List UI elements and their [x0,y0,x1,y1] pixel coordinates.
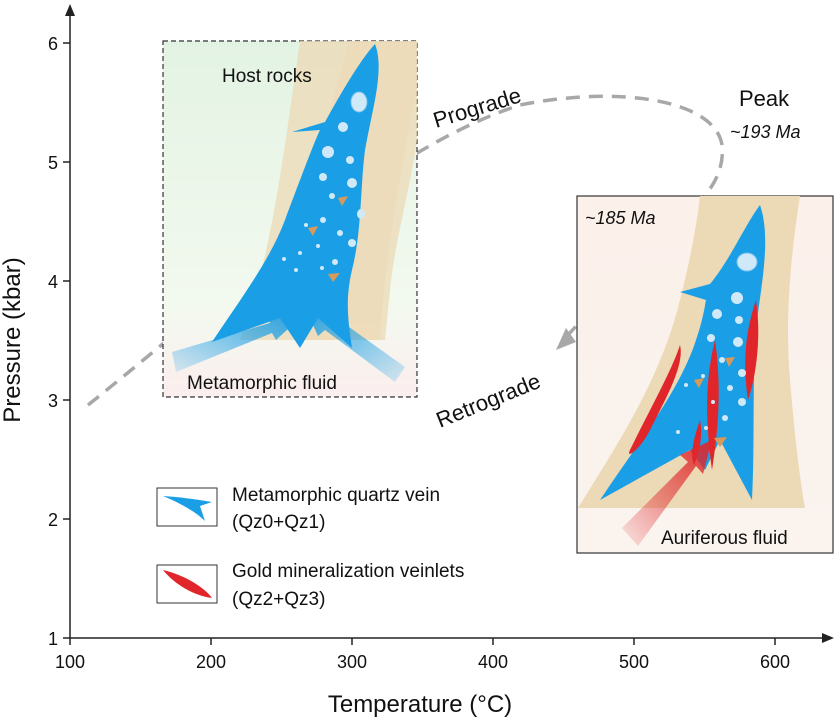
y-tick-label: 1 [48,629,58,649]
legend-label: Metamorphic quartz vein [232,485,440,506]
x-ticks: 100 200 300 400 500 600 [55,638,790,672]
y-tick-label: 2 [48,510,58,530]
x-axis [70,633,834,643]
x-tick-label: 400 [478,652,508,672]
peak-label: Peak [739,86,790,111]
auriferous-fluid-label: Auriferous fluid [661,528,788,549]
y-tick-label: 5 [48,153,58,173]
y-axis [65,4,75,638]
host-rocks-label: Host rocks [222,66,312,87]
legend: Metamorphic quartz vein (Qz0+Qz1) Gold m… [156,485,464,610]
legend-item-gold-veinlets: Gold mineralization veinlets (Qz2+Qz3) [156,561,464,610]
y-tick-label: 6 [48,34,58,54]
auriferous-panel [576,195,834,554]
peak-age-label: ~193 Ma [730,122,801,142]
legend-label: (Qz2+Qz3) [232,589,325,610]
x-tick-label: 200 [196,652,226,672]
metamorphic-fluid-arrow-right [304,305,405,382]
retrograde-arrowhead [556,328,576,350]
legend-label: Gold mineralization veinlets [232,561,464,582]
quartz-vein-left [212,44,379,348]
gold-veinlet-symbol [163,570,212,598]
x-tick-label: 300 [337,652,367,672]
metamorphic-fluid-label: Metamorphic fluid [187,373,337,394]
y-tick-label: 3 [48,391,58,411]
auriferous-fluid-arrow [622,440,712,546]
y-tick-label: 4 [48,272,58,292]
retrograde-label: Retrograde [433,368,544,432]
quartz-vein-right [600,205,766,500]
legend-item-quartz-vein: Metamorphic quartz vein (Qz0+Qz1) [156,485,440,533]
x-tick-label: 500 [619,652,649,672]
y-axis-title: Pressure (kbar) [0,257,26,422]
x-axis-title: Temperature (°C) [328,691,512,718]
prograde-label: Prograde [430,82,524,132]
y-ticks: 1 2 3 4 5 6 [48,34,70,649]
x-tick-label: 100 [55,652,85,672]
metamorphic-fluid-arrow-left [172,312,300,372]
metamorphic-vein-panel [162,40,418,398]
quartz-vein-symbol [163,496,212,521]
x-tick-label: 600 [760,652,790,672]
age-185-label: ~185 Ma [585,208,656,228]
legend-label: (Qz0+Qz1) [232,512,325,533]
